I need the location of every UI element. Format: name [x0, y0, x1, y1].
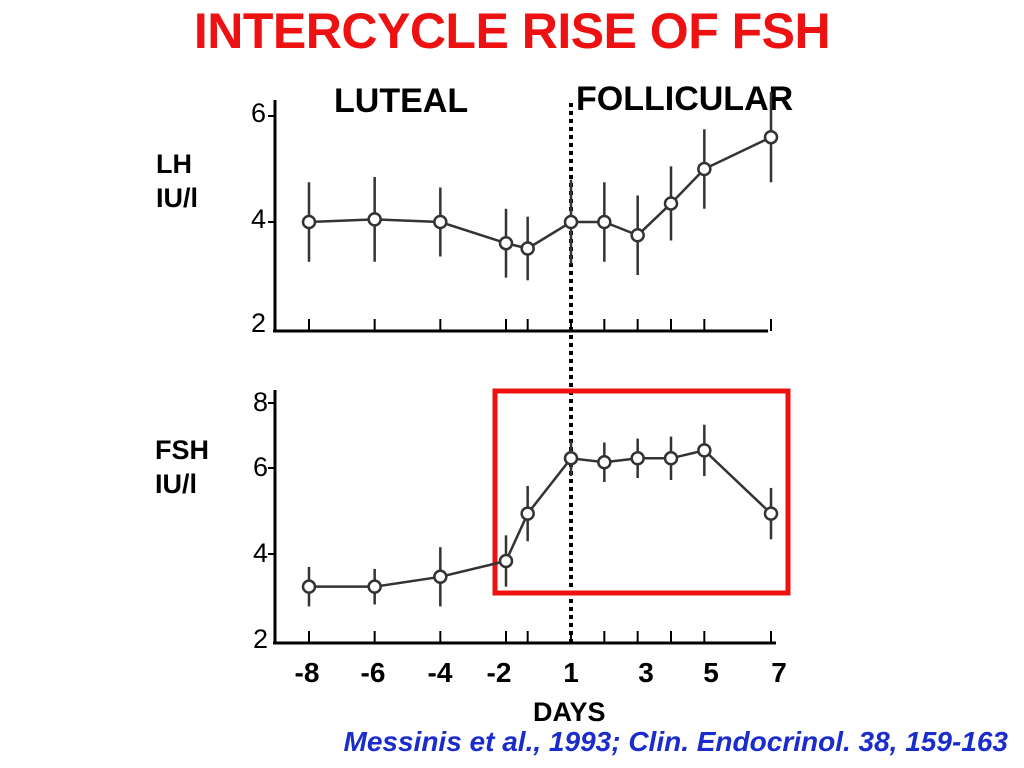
fsh-ytick-2: 2 — [252, 624, 268, 654]
fsh-ylabel-line2: IU/l — [155, 469, 198, 499]
fsh-data-point-1 — [367, 579, 382, 594]
fsh-data-point-3 — [498, 553, 514, 569]
fsh-data-point-4 — [520, 506, 535, 521]
lh-ylabel-line1: LH — [156, 149, 192, 179]
fsh-ylabel-line1: FSH — [155, 435, 209, 465]
lh-data-point-3 — [498, 235, 514, 251]
xtick-minus2: -2 — [486, 657, 512, 688]
fsh-ylabel: FSH IU/l — [155, 433, 209, 501]
lh-ylabel-line2: IU/l — [156, 183, 199, 213]
xtick-5: 5 — [703, 657, 719, 688]
xtick-minus4: -4 — [427, 657, 453, 688]
plot-layer — [301, 92, 779, 643]
xtick-7: 7 — [771, 657, 787, 688]
fsh-data-point-6 — [597, 455, 612, 470]
fsh-ytick-6: 6 — [252, 452, 268, 482]
xtick-3: 3 — [638, 657, 654, 688]
lh-data-point-0 — [301, 214, 317, 230]
lh-data-point-7 — [630, 228, 645, 243]
lh-data-point-5 — [563, 214, 579, 230]
slide-title: INTERCYCLE RISE OF FSH — [193, 3, 831, 59]
lh-data-point-6 — [597, 214, 612, 230]
x-axis-title: DAYS — [533, 697, 606, 727]
lh-ylabel: LH IU/l — [156, 147, 198, 215]
lh-data-point-8 — [663, 196, 679, 211]
lh-data-point-2 — [433, 214, 448, 230]
xtick-minus6: -6 — [360, 657, 386, 688]
fsh-data-point-2 — [433, 569, 448, 585]
fsh-data-point-10 — [763, 506, 779, 521]
fsh-series-line — [309, 449, 772, 588]
fsh-data-point-0 — [301, 579, 317, 594]
lh-data-point-9 — [697, 161, 712, 177]
lh-ytick-6: 6 — [250, 98, 266, 128]
fsh-ytick-4: 4 — [252, 538, 268, 568]
fsh-data-point-7 — [630, 451, 645, 466]
fsh-ytick-8: 8 — [252, 387, 268, 417]
xtick-1: 1 — [563, 657, 579, 688]
lh-series-line — [308, 136, 772, 250]
fsh-data-point-5 — [563, 451, 579, 466]
lh-data-point-4 — [520, 241, 535, 256]
fsh-data-point-9 — [697, 443, 712, 458]
lh-ytick-4: 4 — [250, 204, 266, 234]
highlight-box — [492, 388, 791, 596]
xtick-minus8: -8 — [294, 657, 320, 688]
fsh-data-point-8 — [663, 451, 679, 466]
citation: Messinis et al., 1993; Clin. Endocrinol.… — [343, 726, 1009, 757]
lh-data-point-10 — [763, 129, 779, 145]
follicular-phase-label: FOLLICULAR — [576, 80, 794, 118]
luteal-phase-label: LUTEAL — [334, 82, 469, 120]
lh-ytick-2: 2 — [250, 308, 266, 338]
lh-data-point-1 — [367, 212, 382, 227]
